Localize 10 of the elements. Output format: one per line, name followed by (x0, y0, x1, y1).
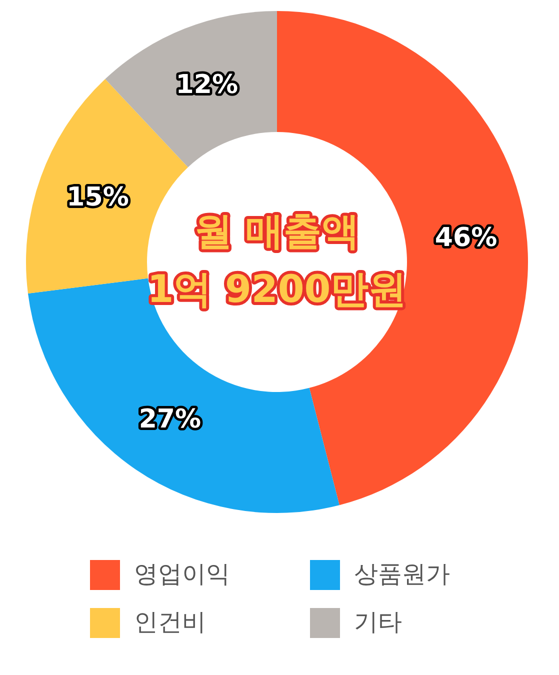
legend-label: 영업이익 (134, 560, 230, 588)
legend-label: 상품원가 (354, 560, 450, 588)
data-label: 12% (176, 70, 238, 100)
text: 월 매출액 (194, 209, 360, 253)
data-label: 27% (138, 404, 202, 435)
legend-label: 인건비 (134, 608, 206, 636)
data-label: 15% (66, 182, 129, 212)
text: 1억 9200만원 (147, 267, 407, 311)
legend-label: 기타 (354, 608, 402, 636)
data-label: 46% (434, 223, 498, 254)
